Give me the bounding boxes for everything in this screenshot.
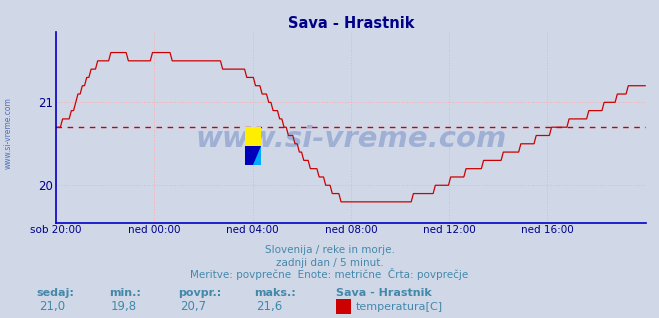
Text: Meritve: povprečne  Enote: metrične  Črta: povprečje: Meritve: povprečne Enote: metrične Črta:…	[190, 268, 469, 280]
Text: temperatura[C]: temperatura[C]	[356, 302, 443, 312]
Title: Sava - Hrastnik: Sava - Hrastnik	[288, 16, 414, 31]
Text: Slovenija / reke in morje.: Slovenija / reke in morje.	[264, 245, 395, 255]
Text: 19,8: 19,8	[111, 300, 137, 313]
Text: Sava - Hrastnik: Sava - Hrastnik	[336, 288, 432, 298]
Text: maks.:: maks.:	[254, 288, 295, 298]
Text: 20,7: 20,7	[180, 300, 206, 313]
Text: povpr.:: povpr.:	[178, 288, 221, 298]
Text: sedaj:: sedaj:	[36, 288, 74, 298]
Text: www.si-vreme.com: www.si-vreme.com	[3, 98, 13, 169]
Text: 21,6: 21,6	[256, 300, 282, 313]
Text: zadnji dan / 5 minut.: zadnji dan / 5 minut.	[275, 258, 384, 267]
Text: min.:: min.:	[109, 288, 140, 298]
Text: www.si-vreme.com: www.si-vreme.com	[195, 125, 507, 153]
Text: 21,0: 21,0	[40, 300, 66, 313]
